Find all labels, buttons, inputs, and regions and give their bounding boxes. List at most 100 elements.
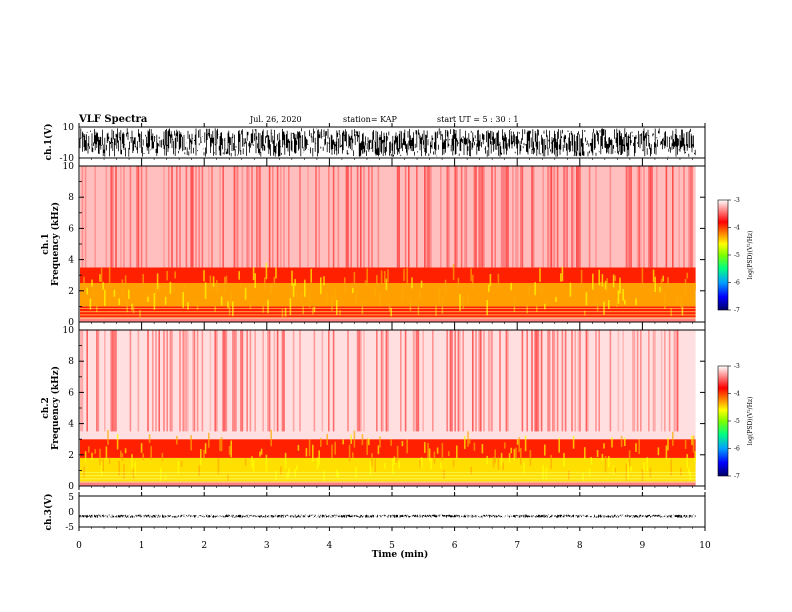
spectrogram-patch [312, 307, 314, 315]
spectrogram-patch [444, 279, 447, 293]
spectrogram-streak [195, 166, 197, 268]
spectrogram-streak [432, 330, 434, 432]
spectrogram-streak [480, 166, 482, 268]
spectrogram-streak [676, 330, 679, 432]
spectrogram-streak [86, 330, 88, 432]
spectrogram-patch [694, 451, 696, 462]
spectrogram-patch [411, 277, 413, 289]
spectrogram-patch [601, 453, 604, 462]
freq-tick-label: 2 [68, 287, 74, 297]
time-tick-label: 1 [139, 541, 145, 551]
spectrogram-patch [665, 445, 668, 460]
ch2-channel-label: ch.2 [41, 397, 51, 418]
spectrogram-patch [369, 460, 372, 475]
spectrogram-streak [145, 166, 148, 268]
spectrogram-patch [331, 444, 333, 458]
spectrogram-patch [481, 443, 484, 454]
spectrogram-patch [456, 445, 458, 459]
spectrogram-patch [249, 300, 252, 309]
spectrogram-patch [296, 291, 298, 300]
spectrogram-patch [374, 286, 376, 297]
spectrogram-streak [534, 330, 536, 432]
spectrogram-patch [536, 304, 538, 312]
spectrogram-patch [596, 449, 599, 458]
spectrogram-patch [339, 309, 341, 316]
spectrogram-patch [628, 450, 631, 467]
spectrogram-patch [361, 434, 364, 446]
spectrogram-patch [452, 264, 455, 281]
spectrogram-patch [200, 449, 202, 466]
spectrogram-patch [470, 466, 472, 475]
spectrogram-streak [636, 166, 639, 268]
spectrogram-patch [204, 443, 207, 454]
spectrogram-streak [609, 330, 612, 432]
spectrogram-patch [433, 451, 436, 464]
spectrogram-patch [467, 294, 469, 303]
spectrogram-streak [587, 330, 589, 432]
spectrogram-patch [555, 297, 557, 302]
ch3-waveform-trace [79, 514, 696, 518]
spectrogram-streak [356, 330, 359, 432]
spectrogram-patch [190, 435, 192, 451]
spectrogram-patch [294, 468, 296, 478]
ch2-freq-ticks: 0 2 4 6 8 10 [63, 326, 705, 492]
spectrogram-streak [668, 330, 671, 432]
spectrogram-streak [540, 330, 543, 432]
spectrogram-streak [179, 330, 181, 432]
spectrogram-patch [108, 457, 111, 465]
spectrogram-patch [304, 279, 306, 297]
spectrogram-patch [516, 439, 519, 445]
spectrogram-patch [680, 297, 682, 308]
spectrogram-patch [294, 279, 296, 286]
spectrogram-streak [222, 330, 224, 432]
spectrogram-patch [436, 447, 439, 454]
spectrogram-streak [566, 166, 568, 268]
spectrogram-streak [385, 330, 388, 432]
spectrogram-streak [299, 166, 301, 268]
spectrogram-patch [88, 446, 90, 453]
spectrogram-patch [398, 460, 400, 469]
spectrogram-patch [681, 306, 684, 316]
spectrogram-patch [688, 467, 690, 475]
spectrogram-patch [169, 281, 172, 294]
spectrogram-streak [553, 330, 556, 432]
spectrogram-streak [636, 330, 639, 432]
spectrogram-patch [486, 455, 488, 465]
spectrogram-streak [219, 166, 221, 268]
spectrogram-streak [454, 330, 456, 432]
spectrogram-patch [273, 276, 276, 286]
spectrogram-patch [380, 270, 383, 284]
spectrogram-streak [371, 166, 373, 268]
spectrogram-patch [366, 438, 368, 456]
spectrogram-streak [572, 166, 575, 268]
spectrogram-streak [209, 330, 212, 432]
spectrogram-patch [513, 448, 516, 461]
spectrogram-patch [596, 302, 599, 312]
date-label: Jul. 26, 2020 [249, 115, 302, 124]
ch1-spectrogram-panel: 0 2 4 6 8 10 ch.1 Frequency (kHz) [41, 162, 706, 328]
spectrogram-patch [619, 277, 621, 294]
spectrogram-streak [137, 330, 140, 432]
spectrogram-patch [216, 280, 218, 294]
colorbar-tick-label: -4 [734, 391, 740, 398]
spectrogram-streak [347, 330, 349, 432]
ch2-freq-ylabel: Frequency (kHz) [50, 366, 61, 450]
ch3-ytick-bottom: -5 [65, 523, 74, 533]
spectrogram-patch [355, 293, 357, 305]
spectrogram-patch [504, 442, 506, 449]
spectrogram-streak [536, 330, 538, 432]
spectrogram-patch [212, 276, 215, 287]
freq-tick-label: 0 [68, 318, 74, 328]
spectrogram-patch [225, 275, 228, 284]
spectrogram-streak [193, 330, 196, 432]
spectrogram-streak [97, 330, 100, 432]
spectrogram-patch [401, 283, 404, 301]
start-ut-label: start UT = 5 : 30 : 1 [437, 115, 518, 124]
spectrogram-patch [464, 435, 466, 449]
spectrogram-patch [684, 278, 687, 296]
spectrogram-patch [667, 437, 669, 451]
spectrogram-patch [387, 269, 389, 283]
spectrogram-patch [672, 431, 674, 446]
spectrogram-patch [441, 296, 444, 314]
